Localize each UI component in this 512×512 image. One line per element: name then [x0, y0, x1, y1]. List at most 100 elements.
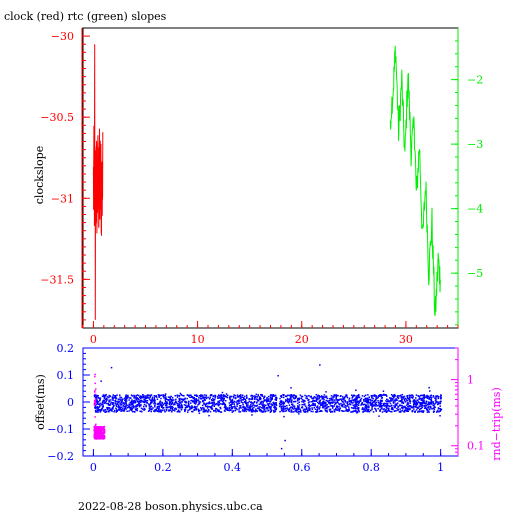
offset-point [184, 401, 186, 403]
offset-point [357, 402, 360, 405]
offset-point [439, 396, 442, 398]
offset-point [350, 407, 353, 409]
offset-point [280, 402, 283, 404]
offset-point [150, 400, 153, 403]
offset-point [305, 395, 308, 398]
offset-point [335, 395, 338, 398]
offset-point [176, 411, 179, 413]
offset-point [113, 411, 115, 413]
offset-point [404, 405, 406, 408]
offset-point [99, 409, 102, 412]
offset-point [433, 408, 436, 410]
offset-point [290, 411, 292, 413]
offset-point [224, 410, 226, 412]
offset-point [354, 409, 357, 412]
offset-point [254, 395, 256, 397]
offset-point [180, 408, 183, 411]
rndtrip-point [99, 428, 101, 430]
offset-point [329, 410, 331, 412]
offset-point [291, 403, 293, 406]
offset-point [425, 396, 427, 399]
offset-point [184, 408, 187, 411]
offset-point [412, 400, 415, 403]
offset-point [232, 410, 234, 413]
offset-point [407, 398, 410, 400]
offset-point [187, 403, 190, 405]
offset-point [400, 404, 402, 407]
offset-point [203, 397, 205, 399]
offset-point [389, 397, 391, 399]
offset-point [164, 400, 167, 403]
offset-point [122, 404, 124, 407]
offset-point [261, 395, 263, 397]
offset-point [351, 410, 354, 413]
offset-point [166, 401, 168, 403]
offset-point [200, 394, 202, 396]
offset-point [350, 402, 353, 404]
offset-point [332, 401, 335, 403]
offset-point [342, 403, 344, 405]
offset-point [233, 402, 235, 404]
offset-point [296, 400, 299, 402]
offset-point [132, 407, 135, 409]
offset-point [412, 404, 415, 406]
offset-point [179, 399, 181, 401]
offset-point [116, 410, 119, 412]
offset-point [260, 397, 262, 400]
offset-point [94, 406, 97, 408]
offset-point [370, 404, 373, 407]
offset-point [204, 399, 206, 401]
offset-point [205, 405, 207, 408]
offset-point [382, 394, 384, 397]
offset-point [435, 395, 437, 397]
offset-point [96, 398, 98, 401]
offset-point [94, 407, 97, 409]
offset-point [275, 398, 278, 401]
offset-point [259, 408, 261, 411]
offset-point [411, 410, 414, 412]
offset-point [430, 399, 432, 401]
rndtrip-point [94, 393, 97, 395]
offset-point [406, 403, 409, 405]
offset-point [104, 402, 106, 404]
offset-point [141, 396, 143, 399]
offset-point [437, 397, 440, 399]
offset-point [236, 394, 239, 396]
offset-point [279, 410, 281, 413]
offset-point [295, 396, 297, 398]
offset-point [401, 404, 403, 407]
offset-point [362, 411, 364, 413]
offset-point [213, 405, 215, 407]
offset-point [319, 406, 321, 408]
offset-point [170, 403, 173, 406]
offset-point [259, 406, 261, 408]
offset-point [366, 400, 369, 402]
offset-point [375, 410, 377, 412]
offset-point [332, 401, 334, 403]
offset-point [103, 395, 105, 398]
offset-point [199, 409, 201, 412]
offset-point [145, 405, 147, 408]
offset-point [274, 394, 277, 397]
offset-point [105, 393, 107, 396]
offset-point [364, 410, 366, 412]
offset-point [158, 405, 160, 408]
offset-point [119, 408, 122, 410]
offset-point [95, 411, 98, 413]
offset-point [264, 399, 267, 401]
offset-point [185, 401, 187, 404]
offset-point [280, 409, 283, 412]
offset-point [414, 410, 416, 413]
offset-point [281, 396, 283, 398]
offset-point [308, 406, 311, 408]
offset-point [270, 397, 273, 400]
offset-point [313, 406, 315, 409]
offset-point [397, 409, 399, 412]
offset-point [164, 394, 166, 397]
offset-point [401, 396, 403, 399]
offset-point [378, 415, 380, 417]
offset-point [429, 406, 432, 408]
rndtrip-right-tick-label: 1 [467, 374, 474, 387]
offset-point [143, 405, 145, 408]
offset-point [428, 398, 430, 400]
